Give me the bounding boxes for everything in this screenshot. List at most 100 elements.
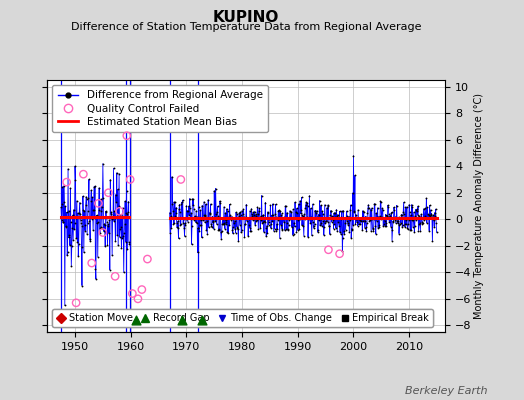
Point [268, 218, 277, 225]
Point [296, 216, 304, 222]
Point [375, 224, 383, 230]
Point [183, 216, 191, 222]
Point [358, 214, 366, 220]
Point [306, 220, 314, 226]
Point [389, 218, 398, 225]
Point [226, 212, 235, 218]
Point [294, 201, 303, 207]
Point [265, 222, 273, 228]
Point [418, 219, 426, 226]
Point [253, 217, 261, 223]
Point [85, 236, 94, 242]
Point [198, 317, 206, 323]
Point [85, 176, 93, 183]
Point [108, 252, 116, 259]
Point [327, 208, 335, 215]
Point [122, 188, 130, 194]
Point [248, 210, 256, 217]
Point [283, 227, 292, 233]
Point [89, 207, 97, 213]
Point [206, 201, 215, 207]
Point [178, 215, 187, 221]
Point [416, 220, 424, 226]
Point [124, 198, 133, 205]
Point [228, 230, 237, 236]
Point [171, 199, 179, 205]
Point [408, 204, 417, 210]
Point [179, 216, 188, 222]
Point [383, 213, 391, 220]
Point [406, 209, 414, 216]
Point [345, 229, 354, 236]
Point [388, 227, 397, 234]
Point [328, 218, 336, 225]
Point [74, 253, 82, 260]
Point [270, 215, 278, 221]
Point [251, 222, 259, 228]
Point [253, 204, 261, 210]
Point [200, 199, 208, 205]
Point [430, 216, 438, 223]
Point [57, 217, 66, 223]
Point [349, 222, 357, 228]
Point [167, 213, 175, 219]
Point [76, 211, 84, 217]
Point [166, 210, 174, 216]
Point [180, 233, 189, 239]
Point [267, 220, 276, 227]
Point [315, 198, 324, 204]
Point [406, 227, 414, 234]
Point [107, 216, 116, 222]
Point [305, 192, 313, 199]
Point [78, 244, 86, 250]
Point [230, 220, 238, 226]
Point [396, 215, 405, 221]
Point [217, 228, 226, 235]
Point [299, 213, 307, 220]
Point [171, 210, 180, 216]
Point [225, 222, 233, 228]
Point [281, 203, 289, 210]
Point [378, 206, 387, 213]
Point [279, 214, 288, 221]
Point [416, 228, 424, 234]
Point [169, 208, 177, 214]
Point [203, 218, 211, 224]
Point [305, 216, 313, 222]
Point [427, 207, 435, 213]
Point [340, 230, 348, 237]
Point [300, 211, 309, 218]
Point [331, 214, 340, 220]
Point [92, 212, 101, 219]
Point [173, 224, 181, 231]
Point [173, 218, 182, 224]
Point [183, 219, 192, 225]
Point [421, 205, 429, 212]
Point [362, 224, 370, 230]
Point [109, 213, 117, 219]
Point [219, 221, 227, 228]
Point [177, 176, 185, 183]
Point [279, 215, 287, 222]
Point [343, 213, 351, 220]
Point [183, 208, 192, 214]
Point [110, 165, 118, 172]
Point [402, 221, 410, 227]
Point [216, 200, 224, 206]
Point [88, 194, 96, 200]
Point [70, 220, 79, 226]
Point [99, 160, 107, 167]
Point [191, 219, 200, 226]
Point [81, 228, 90, 234]
Point [330, 210, 338, 216]
Point [249, 209, 257, 215]
Point [312, 210, 321, 216]
Point [119, 269, 128, 276]
Point [374, 205, 382, 211]
Point [84, 208, 92, 214]
Point [191, 213, 199, 220]
Point [245, 216, 253, 222]
Point [319, 211, 327, 218]
Point [293, 210, 301, 216]
Point [184, 208, 192, 215]
